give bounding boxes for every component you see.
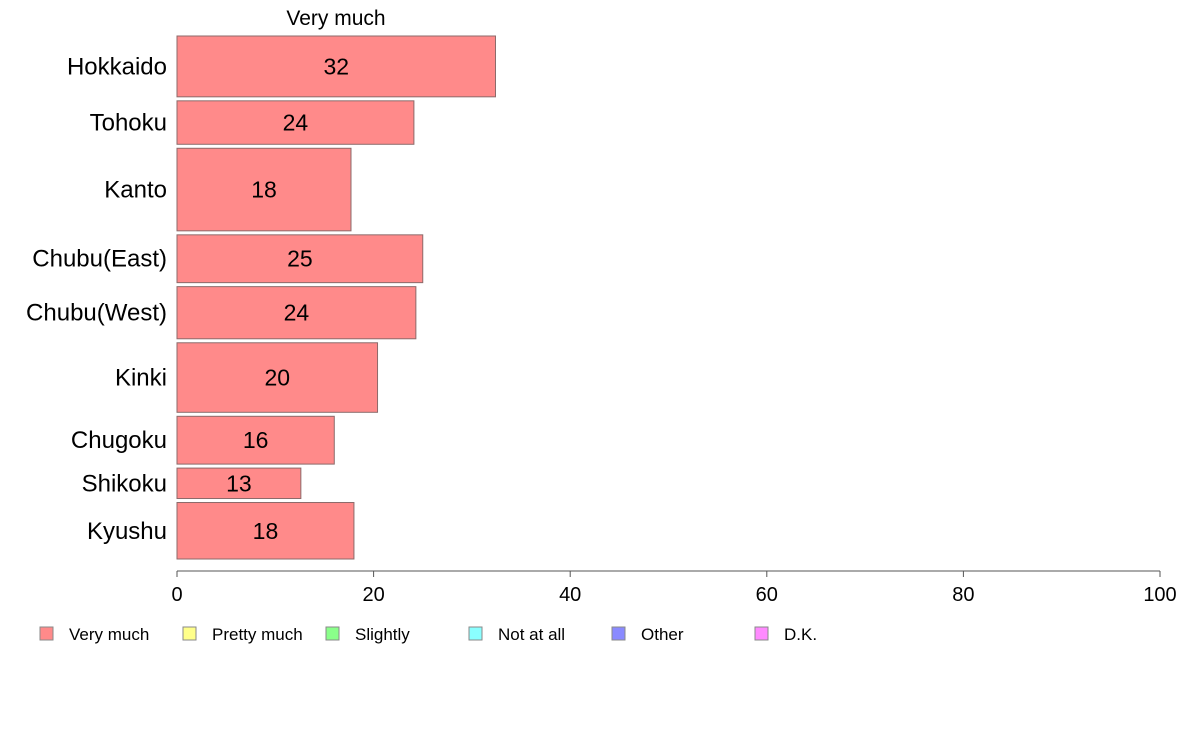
bar-value-label: 24 (283, 110, 309, 136)
legend-swatch (39, 626, 54, 641)
category-label: Chugoku (71, 427, 167, 454)
legend-swatch (754, 626, 769, 641)
bars-layer: Very much 32 Hokkaido 24 Tohoku 18 Kanto 25 Chub… (26, 7, 496, 560)
bar (176, 35, 496, 98)
bar-value-label: 18 (253, 518, 279, 544)
legend-label: Not at all (498, 625, 565, 644)
category-label: Hokkaido (67, 53, 167, 80)
bar (176, 502, 355, 560)
bar-value-label: 13 (226, 470, 252, 496)
bar (176, 342, 379, 413)
bar-value-label: 18 (251, 177, 277, 203)
bar (176, 147, 352, 232)
category-label: Kanto (104, 177, 167, 204)
bar (176, 415, 335, 465)
category-label: Tohoku (90, 110, 167, 137)
legend-label: Slightly (355, 625, 410, 644)
x-tick-label: 20 (362, 584, 384, 606)
bar (176, 234, 424, 284)
bar (176, 467, 302, 500)
legend-swatch (611, 626, 626, 641)
bar-value-label: 16 (243, 427, 269, 453)
x-tick-label: 100 (1143, 584, 1176, 606)
x-tick-label: 0 (171, 584, 182, 606)
category-label: Kinki (115, 365, 167, 392)
x-tick-label: 40 (559, 584, 581, 606)
category-label: Chubu(West) (26, 300, 167, 327)
legend-label: Other (641, 625, 684, 644)
legend-swatch (468, 626, 483, 641)
legend-label: Very much (69, 625, 149, 644)
series-header: Very much (286, 7, 385, 30)
bar-value-label: 24 (284, 300, 310, 326)
x-tick-label: 60 (756, 584, 778, 606)
legend-label: D.K. (784, 625, 817, 644)
bar-value-label: 20 (264, 365, 290, 391)
x-tick-label: 80 (952, 584, 974, 606)
category-label: Chubu(East) (32, 246, 167, 273)
legend-label: Pretty much (212, 625, 303, 644)
bar-value-label: 32 (323, 53, 349, 79)
legend-swatch (182, 626, 197, 641)
bar (176, 100, 415, 145)
legend: Very much Pretty much Slightly Not at all Ot… (39, 625, 817, 644)
category-label: Kyushu (87, 518, 167, 545)
x-axis: 0 20 40 60 80 100 (171, 570, 1177, 606)
category-label: Shikoku (82, 470, 167, 497)
legend-swatch (325, 626, 340, 641)
bar (176, 286, 417, 340)
bar-value-label: 25 (287, 246, 313, 272)
